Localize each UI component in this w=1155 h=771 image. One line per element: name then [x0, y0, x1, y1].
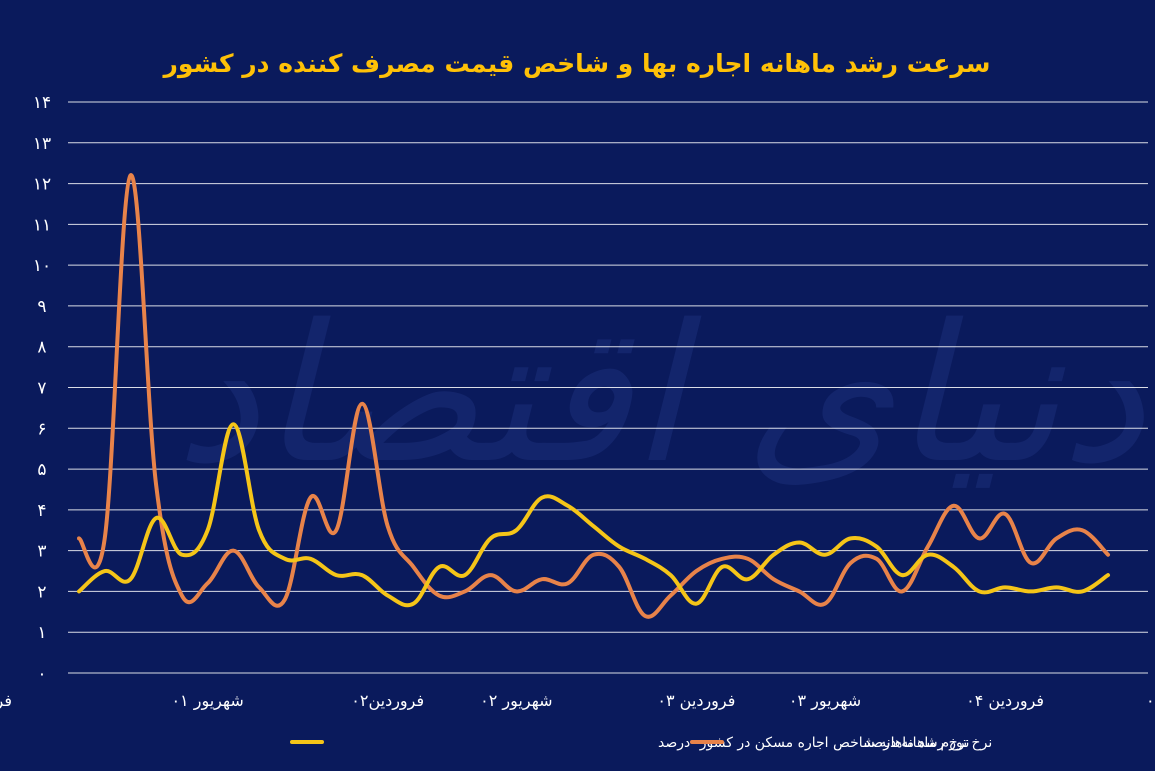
legend-item-rent: نرخ رشد ماهانه شاخص اجاره مسکن در کشور- … [290, 735, 969, 751]
y-tick-label: ۶ [37, 419, 46, 439]
series-line-inflation [77, 173, 1110, 619]
series-line-rent [77, 422, 1110, 608]
legend-label-inflation: نرخ تورم ماهانه-درصد [864, 735, 992, 751]
chart-title: سرعت رشد ماهانه اجاره بها و شاخص قیمت مص… [162, 49, 991, 79]
y-tick-label: ۱۱ [33, 215, 51, 235]
y-tick-label: ۱۲ [33, 175, 51, 195]
y-tick-label: ۸ [37, 338, 46, 358]
y-tick-label: ۰ [37, 664, 46, 684]
y-tick-label: ۱۰ [33, 256, 51, 276]
gridlines [68, 101, 1148, 674]
y-tick-label: ۲ [37, 582, 46, 602]
x-tick-label: شهریور ۰۳ [789, 691, 861, 711]
legend: نرخ رشد ماهانه شاخص اجاره مسکن در کشور- … [290, 735, 992, 751]
y-tick-label: ۵ [37, 460, 46, 480]
x-tick-label: فروردین۰۲ [351, 691, 424, 711]
y-tick-label: ۷ [37, 379, 46, 399]
x-axis-ticks: فروردین ۰۱ شهریور ۰۱ فروردین۰۲ شهریور ۰۲ فرو… [0, 691, 1155, 711]
y-tick-label: ۳ [37, 542, 46, 562]
legend-label-rent: نرخ رشد ماهانه شاخص اجاره مسکن در کشور- … [658, 735, 969, 751]
x-tick-label: فروردین ۰۳ [657, 691, 735, 711]
watermark-text: دنیای اقتصاد [175, 284, 1145, 505]
y-tick-label: ۹ [37, 297, 46, 317]
x-tick-label: شهریور ۰۲ [480, 691, 552, 711]
series-lines [77, 173, 1110, 619]
y-tick-label: ۴ [37, 501, 46, 521]
x-tick-label: شهریور ۰۱ [171, 691, 243, 711]
legend-item-inflation: نرخ تورم ماهانه-درصد [690, 735, 992, 751]
x-tick-label: مرداد ۰۴ [1146, 691, 1155, 711]
y-tick-label: ۱۳ [33, 134, 51, 154]
y-tick-label: ۱۴ [33, 93, 51, 113]
y-tick-label: ۱ [37, 623, 46, 643]
x-tick-label: فروردین ۰۱ [0, 691, 12, 711]
x-tick-label: فروردین ۰۴ [966, 691, 1044, 711]
